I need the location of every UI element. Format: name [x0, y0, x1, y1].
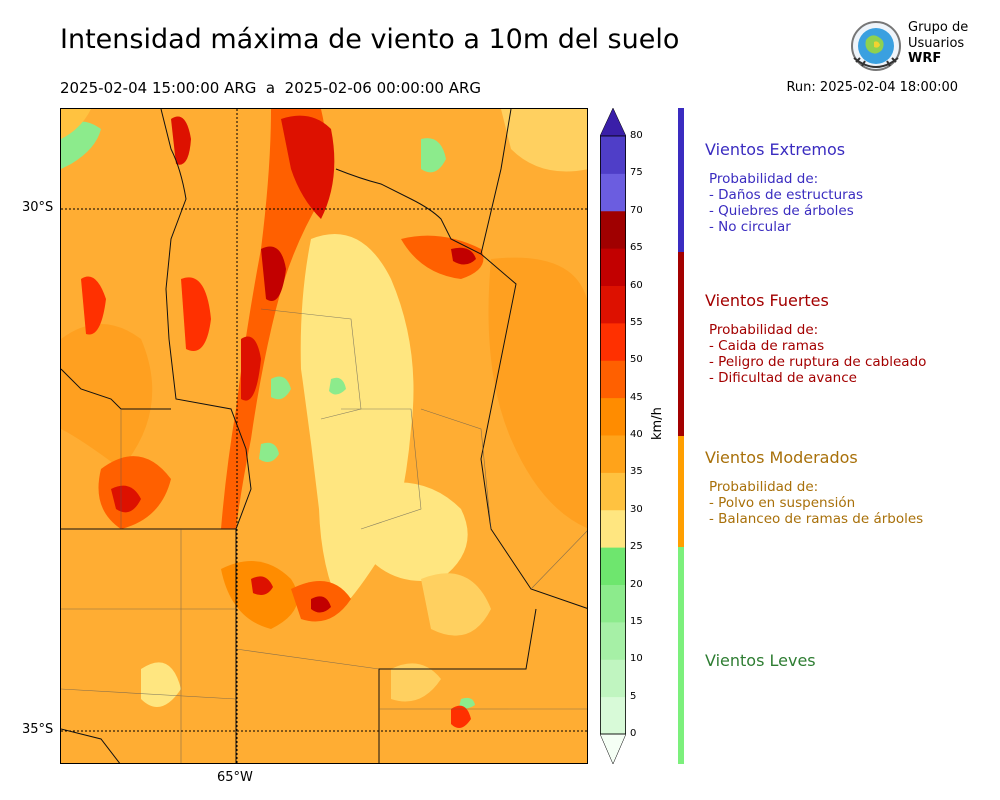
colorbar-band [600, 435, 626, 473]
colorbar-band [600, 322, 626, 361]
category-heading: Vientos Extremos [705, 140, 846, 159]
colorbar-band [600, 696, 626, 735]
colorbar-extend-top [600, 108, 626, 137]
category-line: Probabilidad de: [709, 322, 819, 338]
logo-text-line3: WRF [908, 51, 942, 66]
category-heading: Vientos Fuertes [705, 291, 829, 310]
colorbar-extend-bottom [600, 733, 626, 764]
run-time: Run: 2025-02-04 18:00:00 [786, 80, 958, 95]
colorbar-tick-label: 50 [630, 354, 643, 366]
colorbar-band [600, 397, 626, 436]
globe-icon [851, 21, 901, 71]
wind-category: Vientos Leves [705, 651, 816, 670]
colorbar-tick-label: 40 [630, 429, 643, 440]
colorbar-tick-label: 0 [630, 728, 637, 739]
category-line: - Peligro de ruptura de cableado [709, 354, 927, 370]
category-heading: Vientos Leves [705, 651, 816, 670]
colorbar-band [600, 547, 626, 585]
colorbar-tick-label: 25 [630, 541, 643, 553]
colorbar-tick-label: 20 [630, 578, 643, 590]
logo-text-line2: Usuarios [908, 36, 965, 51]
category-line: - Daños de estructuras [709, 187, 864, 203]
category-line: - Caida de ramas [709, 338, 825, 354]
wind-category: Vientos Fuertes Probabilidad de: - Caida d… [705, 291, 926, 386]
colorbar-tick-label: 15 [630, 615, 643, 627]
colorbar-tick-label: 65 [630, 242, 643, 254]
forecast-period: 2025-02-04 15:00:00 ARG a 2025-02-06 00:… [60, 79, 482, 97]
category-bar [678, 252, 684, 436]
map-title: Intensidad máxima de viento a 10m del su… [60, 24, 680, 55]
colorbar-band [600, 472, 626, 511]
category-description: Probabilidad de: - Daños de estructuras - … [705, 171, 863, 235]
colorbar-tick-label: 35 [630, 466, 643, 478]
colorbar-band [600, 659, 626, 698]
category-heading: Vientos Moderados [705, 448, 858, 467]
colorbar-tick-label: 5 [630, 690, 637, 702]
category-line: - No circular [709, 219, 791, 235]
colorbar-tick-label: 55 [630, 316, 643, 328]
colorbar-band [600, 136, 626, 174]
colorbar-band [600, 248, 626, 286]
colorbar-tick-label: 45 [630, 391, 643, 403]
colorbar-tick-label: 75 [630, 167, 643, 179]
colorbar-band [600, 173, 626, 212]
colorbar-tick-label: 30 [630, 503, 643, 515]
category-line: Probabilidad de: [709, 171, 819, 187]
colorbar-tick-label: 60 [630, 279, 643, 291]
wind-category: Vientos Moderados Probabilidad de: - Polvo… [705, 448, 923, 527]
category-bar [678, 436, 684, 547]
colorbar [600, 108, 626, 764]
colorbar-band [600, 621, 626, 660]
colorbar-band [600, 285, 626, 324]
category-bar [678, 547, 684, 764]
wrf-logo: Grupo de Usuarios WRF [848, 18, 978, 74]
category-line: - Polvo en suspensión [709, 495, 856, 511]
category-description: Probabilidad de: - Polvo en suspensión - B… [705, 479, 923, 527]
category-line: - Dificultad de avance [709, 370, 857, 386]
colorbar-tick-label: 70 [630, 204, 643, 216]
wind-category: Vientos Extremos Probabilidad de: - Daños … [705, 140, 863, 235]
colorbar-band [600, 360, 626, 399]
colorbar-band [600, 210, 626, 249]
colorbar-units: km/h [650, 407, 665, 440]
lon-label-65w: 65°W [217, 770, 253, 785]
colorbar-tick-label: 10 [630, 653, 643, 665]
category-line: Probabilidad de: [709, 479, 819, 495]
category-line: - Balanceo de ramas de árboles [709, 511, 924, 527]
logo-text-line1: Grupo de [908, 20, 969, 35]
category-bar [678, 108, 684, 252]
colorbar-tick-label: 80 [630, 130, 643, 141]
colorbar-band [600, 584, 626, 623]
wind-field [61, 109, 587, 763]
lat-label-35s: 35°S [22, 722, 54, 737]
colorbar-band [600, 509, 626, 548]
category-line: - Quiebres de árboles [709, 203, 854, 219]
lat-label-30s: 30°S [22, 200, 54, 215]
wind-map [60, 108, 588, 764]
category-description: Probabilidad de: - Caida de ramas - Peligr… [705, 322, 926, 386]
